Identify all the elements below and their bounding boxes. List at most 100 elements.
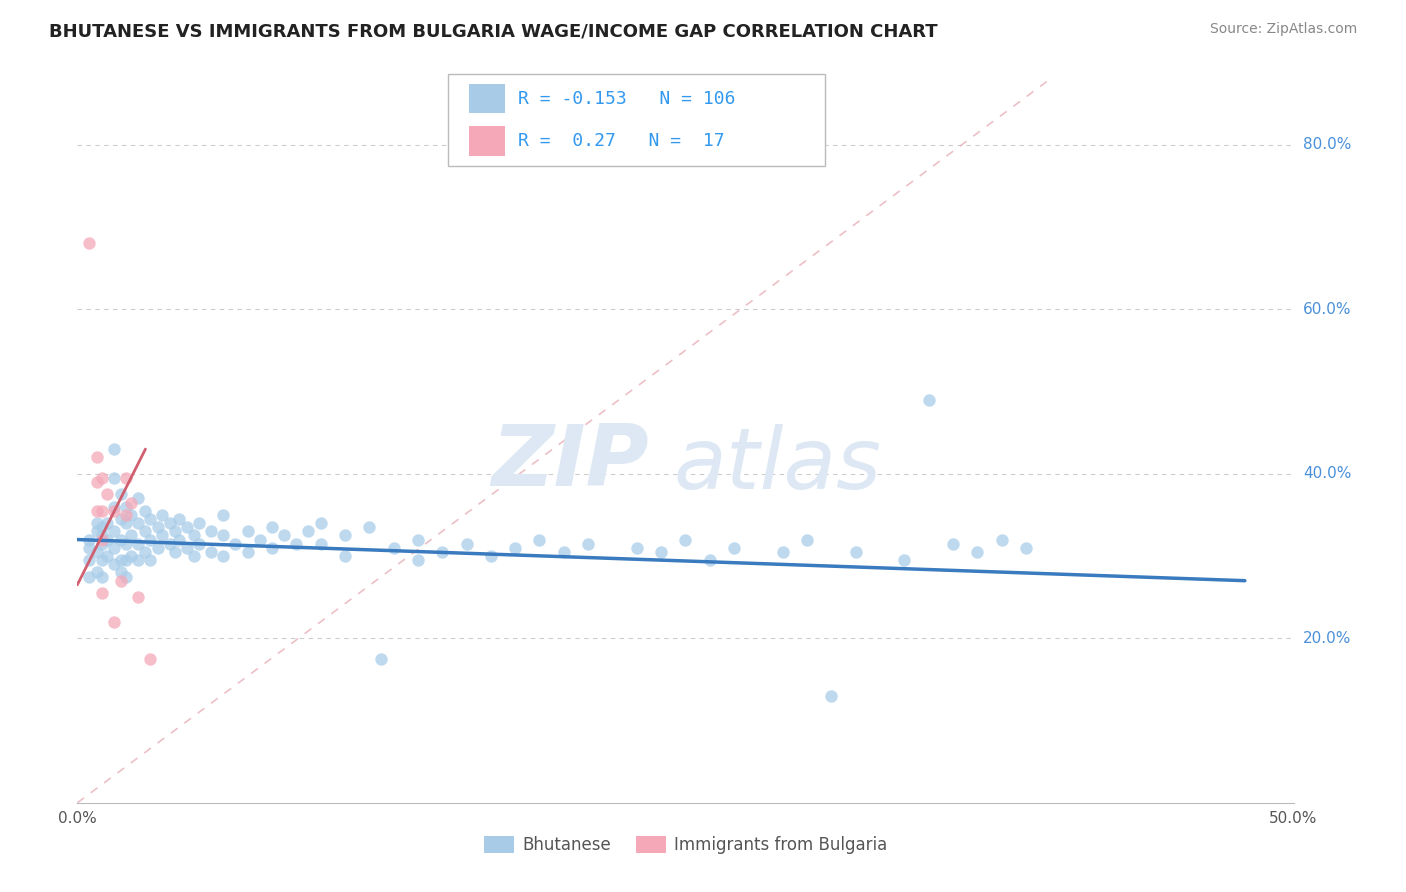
Point [96, 533, 118, 547]
Point [297, 524, 319, 539]
Point [152, 508, 174, 522]
Point [110, 574, 132, 588]
Point [103, 524, 125, 539]
Point [90, 504, 112, 518]
Point [333, 528, 356, 542]
Point [260, 541, 283, 555]
Point [79, 541, 101, 555]
Point [333, 549, 356, 563]
Point [163, 545, 186, 559]
Point [90, 471, 112, 485]
Point [115, 471, 138, 485]
Legend: Bhutanese, Immigrants from Bulgaria: Bhutanese, Immigrants from Bulgaria [477, 830, 894, 861]
Point [406, 553, 429, 567]
Point [103, 471, 125, 485]
Point [249, 533, 271, 547]
Text: BHUTANESE VS IMMIGRANTS FROM BULGARIA WAGE/INCOME GAP CORRELATION CHART: BHUTANESE VS IMMIGRANTS FROM BULGARIA WA… [49, 22, 938, 40]
Point [626, 541, 648, 555]
Point [200, 524, 222, 539]
Point [212, 549, 235, 563]
Point [169, 533, 191, 547]
Bar [470, 127, 505, 156]
Point [110, 553, 132, 567]
Point [212, 508, 235, 522]
Point [966, 545, 988, 559]
Point [90, 533, 112, 547]
Point [1015, 541, 1038, 555]
Point [139, 533, 162, 547]
Point [236, 524, 259, 539]
Point [120, 495, 142, 509]
Point [212, 528, 235, 542]
Point [529, 533, 551, 547]
Point [103, 541, 125, 555]
Point [723, 541, 745, 555]
Text: 40.0%: 40.0% [1303, 467, 1351, 482]
Point [139, 512, 162, 526]
Point [236, 545, 259, 559]
Point [103, 500, 125, 514]
Point [96, 516, 118, 530]
Point [139, 553, 162, 567]
Text: ZIP: ZIP [491, 421, 650, 504]
Point [120, 528, 142, 542]
Point [90, 553, 112, 567]
Point [942, 536, 965, 550]
Point [146, 541, 169, 555]
Point [152, 528, 174, 542]
Point [188, 516, 211, 530]
Point [188, 536, 211, 550]
Point [115, 508, 138, 522]
Point [127, 516, 149, 530]
Point [90, 586, 112, 600]
Point [103, 558, 125, 572]
Point [110, 487, 132, 501]
Point [90, 528, 112, 542]
Point [79, 236, 101, 251]
Point [103, 442, 125, 456]
Point [893, 553, 915, 567]
Point [699, 553, 721, 567]
Point [183, 549, 205, 563]
Point [183, 528, 205, 542]
Point [103, 504, 125, 518]
Point [86, 516, 108, 530]
Point [79, 569, 101, 583]
Point [650, 545, 672, 559]
Point [96, 549, 118, 563]
Point [86, 450, 108, 465]
Point [120, 549, 142, 563]
Point [115, 500, 138, 514]
Point [86, 545, 108, 559]
Point [103, 615, 125, 629]
Point [115, 516, 138, 530]
Point [224, 536, 246, 550]
Point [309, 516, 332, 530]
Point [159, 536, 181, 550]
Point [134, 504, 156, 518]
Point [134, 545, 156, 559]
Point [79, 533, 101, 547]
Point [990, 533, 1012, 547]
Point [86, 566, 108, 580]
Point [200, 545, 222, 559]
Point [176, 541, 198, 555]
Point [127, 553, 149, 567]
Point [370, 652, 392, 666]
Text: atlas: atlas [673, 425, 882, 508]
Text: 20.0%: 20.0% [1303, 631, 1351, 646]
Point [146, 520, 169, 534]
Point [503, 541, 526, 555]
Point [796, 533, 818, 547]
Point [675, 533, 697, 547]
Point [115, 536, 138, 550]
Text: Source: ZipAtlas.com: Source: ZipAtlas.com [1209, 22, 1357, 37]
Point [110, 566, 132, 580]
Point [169, 512, 191, 526]
Point [845, 545, 868, 559]
Point [79, 553, 101, 567]
Point [90, 569, 112, 583]
Point [90, 536, 112, 550]
FancyBboxPatch shape [449, 73, 825, 166]
Point [90, 520, 112, 534]
